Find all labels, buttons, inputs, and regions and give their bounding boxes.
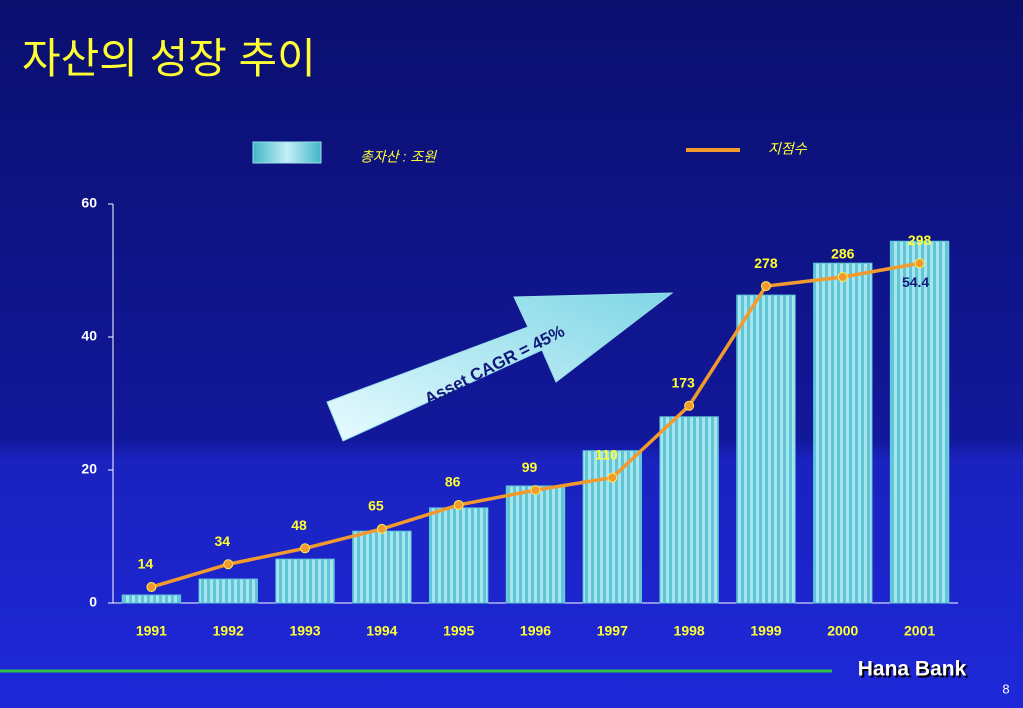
x-tick-label: 2000 xyxy=(827,623,858,639)
x-tick-label: 1994 xyxy=(366,623,397,639)
y-tick-label: 0 xyxy=(89,594,97,610)
x-tick-label: 2001 xyxy=(904,623,935,639)
brand-shadow: Hana Bank xyxy=(860,660,969,683)
page-number: 8 xyxy=(1002,681,1009,696)
bar-value-label: 54.4 xyxy=(902,274,929,290)
line-marker xyxy=(530,485,541,496)
bar xyxy=(428,507,489,604)
bar xyxy=(121,594,182,604)
bar xyxy=(352,530,412,604)
x-tick-label: 1992 xyxy=(213,623,244,639)
line-marker xyxy=(837,271,848,282)
bar xyxy=(659,416,719,604)
bar xyxy=(198,578,258,604)
line-value-label: 86 xyxy=(445,474,461,490)
slide-title: 자산의 성장 추이 xyxy=(22,35,316,82)
x-tick-label: 1999 xyxy=(750,623,781,639)
line-marker xyxy=(760,281,771,292)
brand: Hana Bank xyxy=(858,658,967,681)
line-value-label: 173 xyxy=(671,374,695,390)
bar xyxy=(275,558,335,604)
x-tick-label: 1996 xyxy=(520,623,551,639)
cagr-arrow xyxy=(326,292,674,442)
y-tick-label: 20 xyxy=(81,461,97,477)
bar xyxy=(736,294,796,604)
x-tick-label: 1997 xyxy=(597,623,628,639)
line-marker xyxy=(684,400,695,411)
line-marker xyxy=(223,559,234,570)
line-marker xyxy=(607,472,618,483)
line-value-label: 278 xyxy=(754,255,778,271)
x-tick-label: 1993 xyxy=(289,623,320,639)
line-marker xyxy=(300,543,311,554)
line-marker xyxy=(453,499,464,510)
bar xyxy=(889,240,950,604)
legend-label: 총자산 : 조원 xyxy=(360,149,437,165)
line-value-label: 65 xyxy=(368,498,384,514)
x-tick-label: 1991 xyxy=(136,623,167,639)
line-value-label: 298 xyxy=(908,232,932,248)
y-tick-label: 60 xyxy=(81,195,97,211)
line-value-label: 14 xyxy=(138,556,154,572)
y-tick-label: 40 xyxy=(81,328,97,344)
line-value-label: 34 xyxy=(214,533,230,549)
line-marker xyxy=(146,582,157,593)
line-value-label: 48 xyxy=(291,517,307,533)
x-tick-label: 1998 xyxy=(674,623,705,639)
line-value-label: 110 xyxy=(595,446,618,462)
legend-swatch xyxy=(252,141,322,164)
line-marker xyxy=(376,523,387,534)
line-value-label: 286 xyxy=(831,246,855,262)
bar xyxy=(813,262,873,604)
x-tick-label: 1995 xyxy=(443,623,474,639)
line-marker xyxy=(914,258,925,269)
line-value-label: 99 xyxy=(522,459,538,475)
legend-label: 지점수 xyxy=(768,141,808,157)
bar xyxy=(505,485,566,604)
